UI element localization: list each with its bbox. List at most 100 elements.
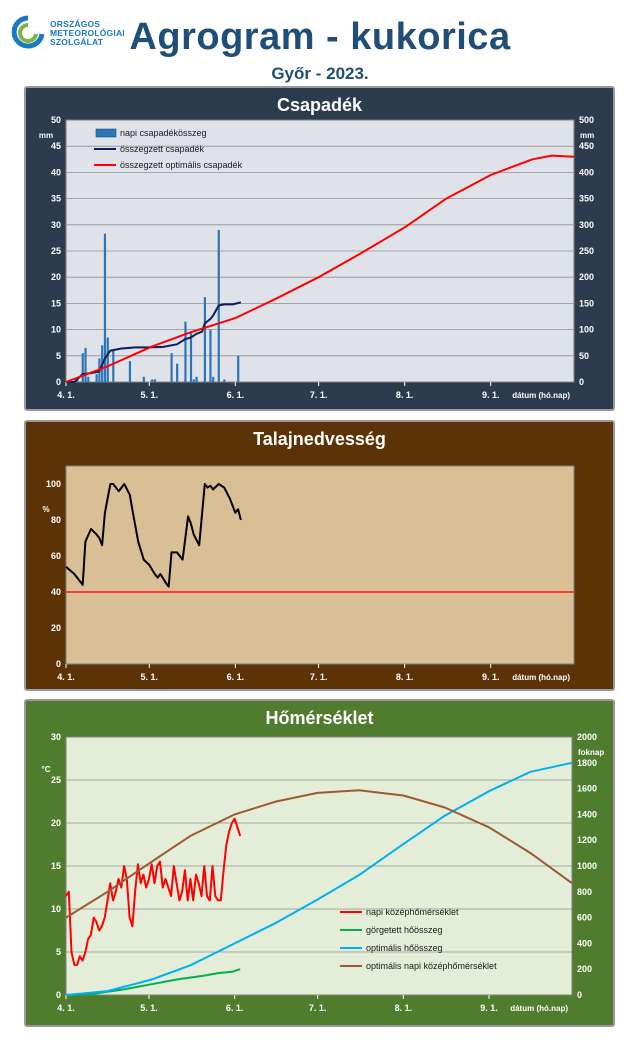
y2-tick-label: 2000 <box>577 732 597 742</box>
y-tick-label: 45 <box>51 141 61 151</box>
y-tick-label: 60 <box>51 551 61 561</box>
x-tick-label: 5. 1. <box>141 390 159 400</box>
y-tick-label: 20 <box>51 818 61 828</box>
precip-bar <box>142 376 145 382</box>
x-axis-label: dátum (hó.nap) <box>512 391 570 400</box>
series-line <box>65 789 573 919</box>
legend-swatch <box>95 128 117 138</box>
precip-bar <box>87 376 90 382</box>
x-tick-label: 4. 1. <box>57 1003 75 1013</box>
precip-bar <box>103 233 107 382</box>
precipitation-chart: Csapadék 0 5 10 15 20 25 30 35 40 45 50 mm 0 50 100 150 2… <box>39 95 594 400</box>
org-line: SZOLGÁLAT <box>50 37 104 47</box>
x-tick-label: 5. 1. <box>140 1003 158 1013</box>
y-axis-label: mm <box>39 131 53 140</box>
chart-title: Talajnedvesség <box>253 429 386 449</box>
x-tick-label: 6. 1. <box>227 672 245 682</box>
precip-bar <box>184 321 187 382</box>
omsz-logo-icon <box>11 15 45 49</box>
precip-bar <box>84 347 87 382</box>
precip-bar <box>95 374 98 382</box>
legend-label: görgetett hőösszeg <box>366 925 443 935</box>
y-axis-label: % <box>42 505 49 514</box>
x-axis-label: dátum (hó.nap) <box>510 1004 568 1013</box>
y-tick-label: 35 <box>51 194 61 204</box>
precip-bar <box>192 379 195 382</box>
y2-tick-label: 1800 <box>577 758 597 768</box>
y-tick-label: 20 <box>51 272 61 282</box>
legend-label: optimális napi középhőmérséklet <box>366 961 497 971</box>
temperature-chart: Hőmérséklet 0 5 10 15 20 25 30 °C 0 200 400 600 800 10… <box>42 708 605 1013</box>
precip-bar <box>237 355 240 382</box>
legend-label: összegzett csapadék <box>120 144 205 154</box>
y2-tick-label: 0 <box>577 990 582 1000</box>
y2-tick-label: 350 <box>579 194 594 204</box>
y2-tick-label: 50 <box>579 351 589 361</box>
series-line <box>65 761 573 996</box>
plot-area <box>65 465 575 665</box>
precip-bar <box>223 379 226 382</box>
y2-tick-label: 200 <box>577 964 592 974</box>
org-line: ORSZÁGOS <box>50 19 101 29</box>
x-tick-label: 7. 1. <box>309 1003 327 1013</box>
header: ORSZÁGOS METEOROLÓGIAI SZOLGÁLAT Agrogra… <box>0 0 640 86</box>
precip-bar <box>128 361 132 382</box>
y2-axis-label: foknap <box>578 748 604 757</box>
precip-bar <box>212 376 215 382</box>
legend-label: összegzett optimális csapadék <box>120 160 243 170</box>
precip-bar <box>153 379 157 382</box>
precip-bar <box>203 297 206 382</box>
x-tick-label: 7. 1. <box>310 672 328 682</box>
y-tick-label: 80 <box>51 515 61 525</box>
y-axis-label: °C <box>42 765 51 774</box>
x-tick-label: 9. 1. <box>482 672 500 682</box>
y-tick-label: 50 <box>51 115 61 125</box>
y-tick-label: 25 <box>51 246 61 256</box>
x-tick-label: 7. 1. <box>310 390 328 400</box>
x-tick-label: 4. 1. <box>57 390 75 400</box>
y-tick-label: 30 <box>51 220 61 230</box>
precip-bar <box>209 329 212 382</box>
precip-bar <box>112 350 115 382</box>
page-title: Agrogram - kukorica <box>129 16 511 58</box>
y2-axis-label: mm <box>580 131 594 140</box>
precip-bar <box>195 376 198 382</box>
y-tick-label: 0 <box>56 377 61 387</box>
y2-tick-label: 1000 <box>577 861 597 871</box>
y-tick-label: 15 <box>51 861 61 871</box>
series-line <box>65 483 242 588</box>
precip-bar <box>76 379 79 382</box>
y-tick-label: 5 <box>56 947 61 957</box>
y2-tick-label: 1400 <box>577 809 597 819</box>
x-tick-label: 9. 1. <box>482 390 500 400</box>
soil-moisture-panel: Talajnedvesség 0 20 40 60 80 100% 4. 1. 5. 1. 6. … <box>24 420 615 691</box>
y2-tick-label: 400 <box>577 938 592 948</box>
y2-tick-label: 150 <box>579 298 594 308</box>
y2-tick-label: 400 <box>579 167 594 177</box>
precip-bar <box>106 337 109 382</box>
precip-bar <box>81 353 84 382</box>
y-tick-label: 40 <box>51 587 61 597</box>
soil-moisture-chart: Talajnedvesség 0 20 40 60 80 100% 4. 1. 5. 1. 6. … <box>42 429 575 682</box>
temperature-panel: Hőmérséklet 0 5 10 15 20 25 30 °C 0 200 400 600 800 10… <box>24 699 615 1027</box>
precip-bar <box>176 363 179 382</box>
y2-tick-label: 200 <box>579 272 594 282</box>
precip-bar <box>189 332 193 382</box>
y-tick-label: 15 <box>51 298 61 308</box>
y2-tick-label: 500 <box>579 115 594 125</box>
chart-title: Hőmérséklet <box>265 708 373 728</box>
x-tick-label: 8. 1. <box>396 672 414 682</box>
y2-tick-label: 0 <box>579 377 584 387</box>
y-tick-label: 10 <box>51 904 61 914</box>
x-axis-label: dátum (hó.nap) <box>512 673 570 682</box>
precip-bar <box>170 353 173 382</box>
x-tick-label: 4. 1. <box>57 672 75 682</box>
y-tick-label: 20 <box>51 623 61 633</box>
y2-tick-label: 600 <box>577 913 592 923</box>
x-tick-label: 9. 1. <box>480 1003 498 1013</box>
series-line <box>65 154 575 383</box>
y-tick-label: 0 <box>56 990 61 1000</box>
y2-tick-label: 100 <box>579 325 594 335</box>
series-line <box>66 301 242 383</box>
org-line: METEOROLÓGIAI <box>50 28 125 38</box>
